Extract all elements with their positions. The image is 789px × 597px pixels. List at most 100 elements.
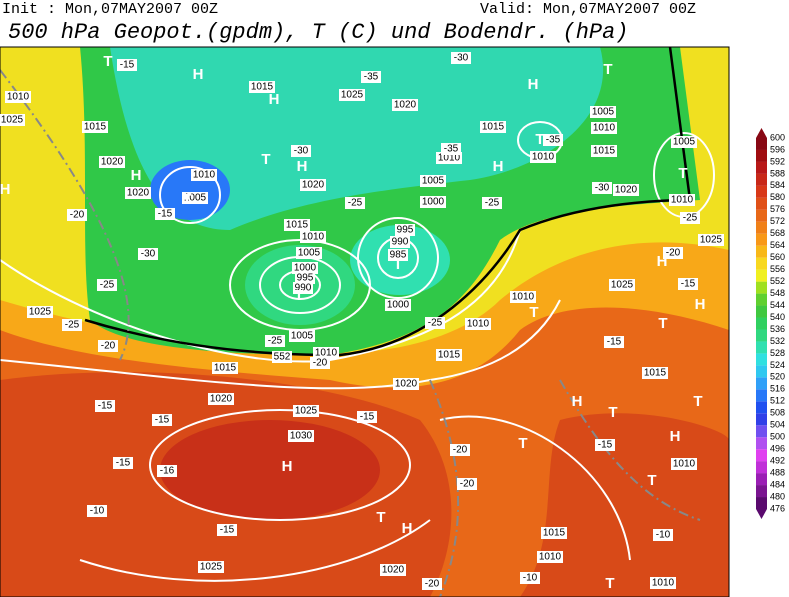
temperature-label-box — [138, 248, 158, 260]
temperature-label-box — [310, 357, 330, 369]
temperature-label: -20 — [425, 579, 440, 590]
isobar-label-box — [293, 405, 319, 417]
pressure-center: T — [393, 256, 402, 273]
isobar-label: 1010 — [7, 92, 30, 103]
isobar-label-box — [671, 458, 697, 470]
temperature-label-box — [152, 414, 172, 426]
temperature-label: -15 — [220, 525, 235, 536]
colorbar-cap — [756, 128, 767, 138]
colorbar-swatch — [756, 449, 767, 462]
isobar-label-box — [284, 219, 310, 231]
colorbar-swatch — [756, 329, 767, 342]
isobar-label: 552 — [274, 352, 291, 363]
temperature-label: -20 — [666, 248, 681, 259]
colorbar-label: 500 — [770, 432, 785, 442]
isobar-label-box — [82, 121, 108, 133]
isobar-label: 1005 — [592, 107, 615, 118]
pressure-center: T — [518, 435, 527, 452]
isobar-label-box — [480, 121, 506, 133]
temperature-label: -30 — [141, 249, 156, 260]
pressure-center: T — [658, 315, 667, 332]
isobar-label: 990 — [392, 237, 409, 248]
isobar-label: 1025 — [295, 406, 318, 417]
colorbar-swatch — [756, 377, 767, 390]
isobar-label-box — [272, 351, 292, 363]
colorbar-swatch — [756, 497, 767, 509]
isobar-label-box — [669, 194, 695, 206]
isobar-label-box — [395, 224, 415, 236]
temperature-label: -30 — [595, 183, 610, 194]
isobar-label-box — [0, 114, 25, 126]
colorbar-label: 564 — [770, 240, 785, 250]
pressure-center: H — [0, 181, 10, 198]
temperature-label-box — [95, 400, 115, 412]
pressure-center: H — [269, 91, 280, 108]
isobar-label-box — [420, 175, 446, 187]
colorbar-label: 556 — [770, 264, 785, 274]
temperature-label: -25 — [65, 320, 80, 331]
colorbar-label: 492 — [770, 456, 785, 466]
temperature-label-box — [663, 247, 683, 259]
isobar-label: 1015 — [543, 528, 566, 539]
isobar-label-box — [541, 527, 567, 539]
temperature-label: -35 — [444, 144, 459, 155]
colorbar-label: 572 — [770, 216, 785, 226]
isobar-label: 1020 — [302, 180, 325, 191]
colorbar-label: 520 — [770, 372, 785, 382]
colorbar-label: 476 — [770, 503, 785, 513]
temperature-label-box — [157, 465, 177, 477]
isobar-label-box — [436, 349, 462, 361]
temperature-label-box — [113, 457, 133, 469]
pressure-center: T — [608, 404, 617, 421]
isobar-label: 1010 — [593, 123, 616, 134]
colorbar-label: 544 — [770, 300, 785, 310]
isobar-label-box — [671, 136, 697, 148]
isobar-label: 1005 — [298, 248, 321, 259]
temperature-label-box — [450, 444, 470, 456]
colorbar-swatch — [756, 209, 767, 222]
isobar-label-box — [393, 378, 419, 390]
temperature-label: -15 — [360, 412, 375, 423]
pressure-center: T — [261, 151, 270, 168]
isobar-label-box — [5, 91, 31, 103]
colorbar-cap — [756, 509, 767, 519]
temperature-label: -25 — [268, 336, 283, 347]
map-area — [0, 47, 729, 597]
colorbar-label: 592 — [770, 156, 785, 166]
temperature-label: -15 — [681, 279, 696, 290]
temperature-label-box — [98, 340, 118, 352]
isobar-label-box — [289, 330, 315, 342]
colorbar-label: 524 — [770, 360, 785, 370]
isobar-label: 1020 — [127, 188, 150, 199]
temperature-label-box — [217, 524, 237, 536]
colorbar-swatch — [756, 245, 767, 258]
isobar-label-box — [208, 393, 234, 405]
temperature-label-box — [62, 319, 82, 331]
isobar-label-box — [125, 187, 151, 199]
colorbar-swatch — [756, 221, 767, 234]
temperature-label-box — [67, 209, 87, 221]
isobar-label-box — [300, 179, 326, 191]
isobar-label-box — [609, 279, 635, 291]
pressure-center: H — [493, 158, 504, 175]
map-labels: 1010101510201025101510251020101510051010… — [0, 52, 724, 592]
pressure-center: H — [193, 66, 204, 83]
temperature-label: -20 — [460, 479, 475, 490]
isobar-label-box — [295, 272, 315, 284]
isobar-label-box — [191, 169, 217, 181]
isobar-label-box — [313, 347, 339, 359]
isobar-label: 1005 — [291, 331, 314, 342]
colorbar-swatch — [756, 305, 767, 318]
colorbar-label: 508 — [770, 408, 785, 418]
isobar-label-box — [537, 551, 563, 563]
temperature-label: -20 — [101, 341, 116, 352]
temperature-label: -15 — [98, 401, 113, 412]
temperature-label-box — [357, 411, 377, 423]
temperature-label-box — [680, 212, 700, 224]
isobar-label-box — [296, 247, 322, 259]
colorbar-label: 536 — [770, 324, 785, 334]
temperature-label: -30 — [294, 146, 309, 157]
isobar-label-box — [642, 367, 668, 379]
isobar-label: 1015 — [251, 82, 274, 93]
